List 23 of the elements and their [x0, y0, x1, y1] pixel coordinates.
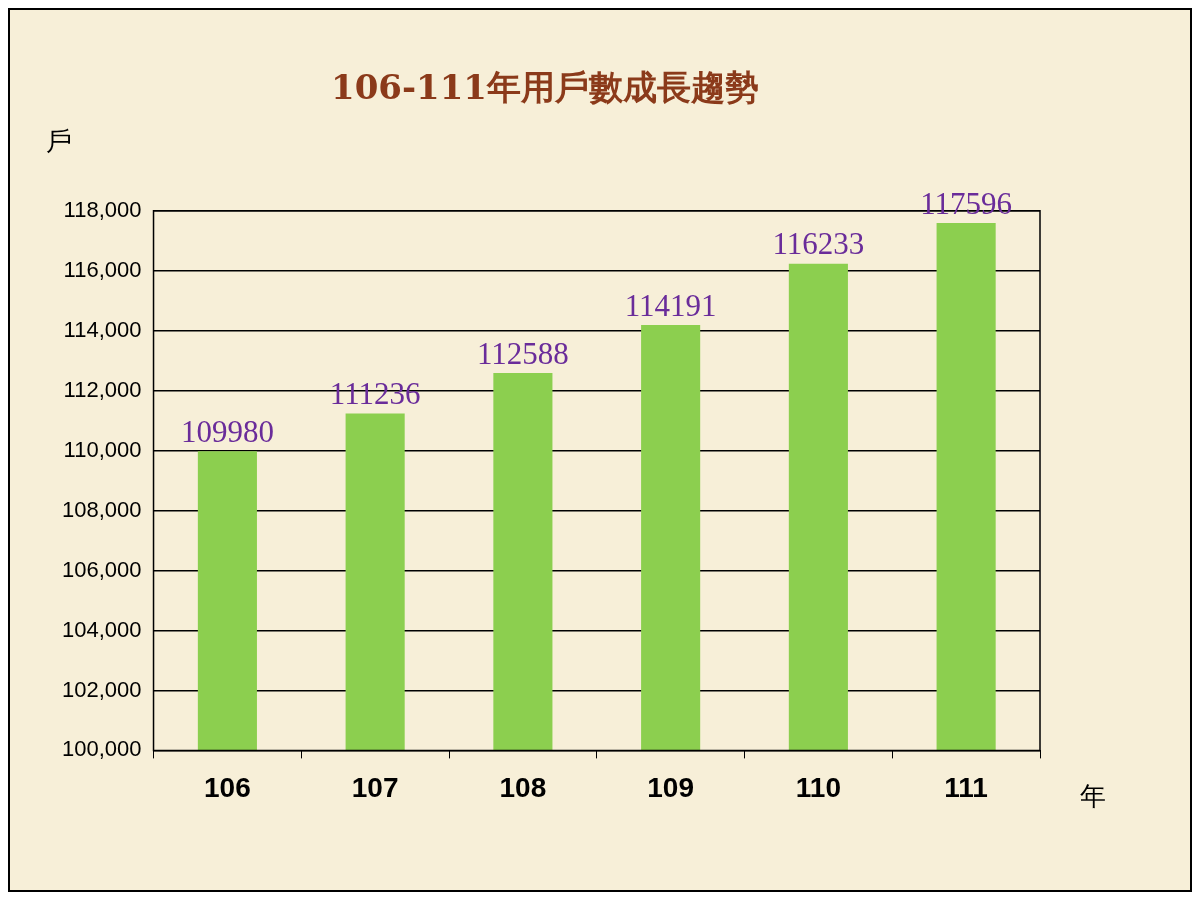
- x-tick-label: 106: [204, 771, 251, 803]
- y-tick-label: 112,000: [63, 376, 142, 402]
- y-tick-label: 116,000: [63, 256, 142, 282]
- data-label: 112588: [476, 335, 569, 371]
- x-tick-label: 107: [351, 771, 399, 803]
- x-axis-title: 年: [1080, 781, 1106, 812]
- y-tick-label: 106,000: [61, 556, 142, 582]
- y-axis-title: 戶: [45, 125, 72, 156]
- y-tick-label: 114,000: [63, 316, 142, 342]
- x-tick-label: 111: [944, 771, 988, 803]
- y-tick-label: 100,000: [61, 736, 142, 762]
- data-label: 114191: [624, 287, 717, 323]
- y-tick-label: 110,000: [63, 436, 142, 462]
- y-tick-label: 102,000: [61, 676, 142, 702]
- y-tick-label: 108,000: [61, 496, 142, 522]
- chart-title: 106-111年用戶數成長趨勢: [330, 67, 760, 108]
- y-tick-label: 118,000: [63, 196, 142, 222]
- data-label: 116233: [772, 226, 865, 262]
- x-tick-label: 109: [647, 771, 694, 803]
- x-tick-label: 108: [499, 771, 547, 803]
- y-tick-label: 104,000: [61, 616, 142, 642]
- data-label: 109980: [180, 413, 274, 449]
- x-tick-label: 110: [795, 771, 841, 803]
